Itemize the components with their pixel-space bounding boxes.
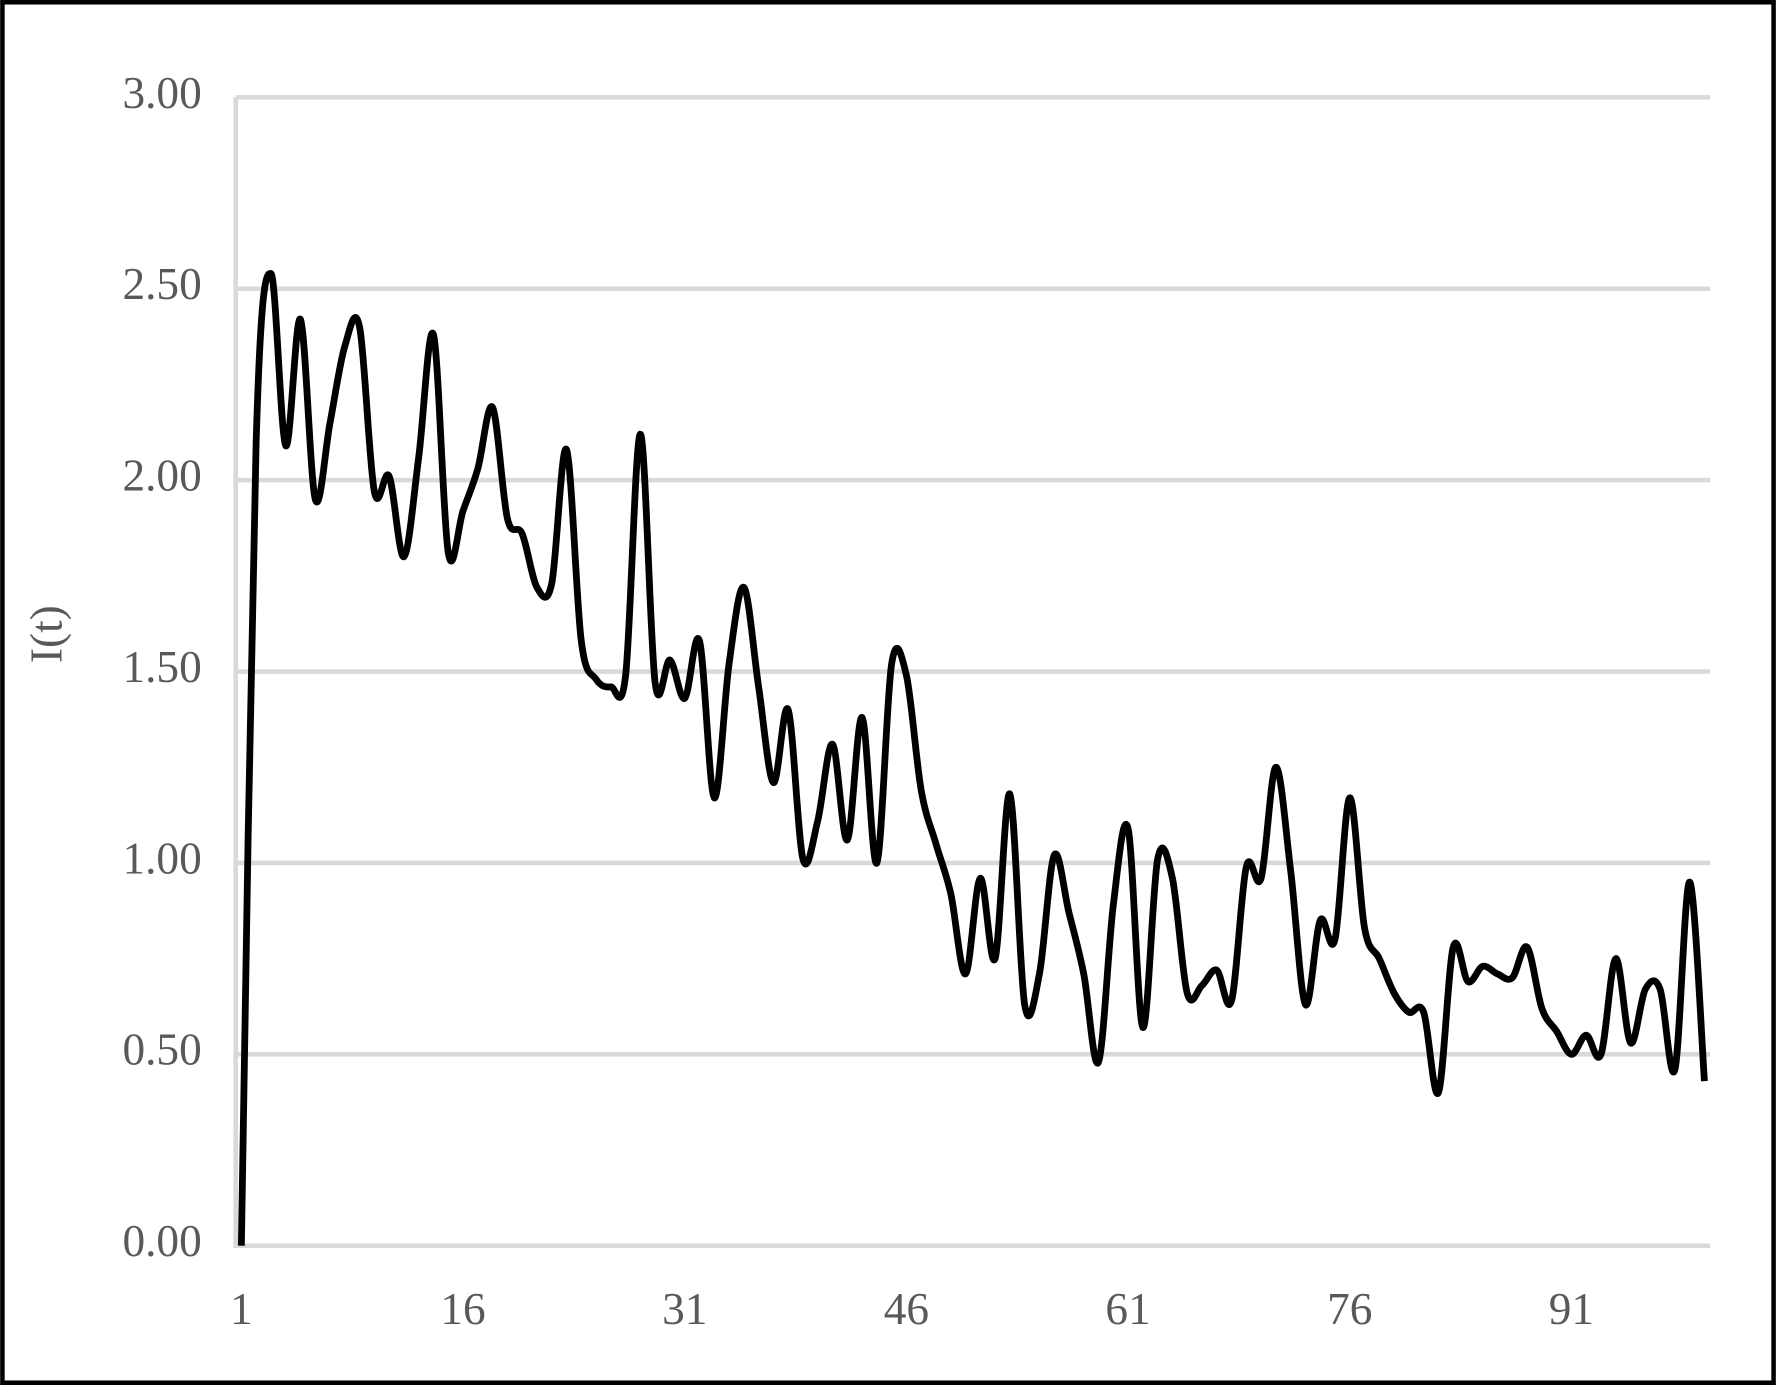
y-tick-label: 1.50 [122, 642, 201, 692]
y-tick-label: 2.50 [122, 259, 201, 309]
y-tick-label: 2.00 [122, 451, 201, 501]
x-tick-label: 46 [884, 1284, 929, 1334]
x-tick-label: 31 [662, 1284, 707, 1334]
x-tick-label: 16 [440, 1284, 485, 1334]
x-tick-label: 61 [1105, 1284, 1150, 1334]
line [237, 270, 1708, 1246]
y-tick-label: 3.00 [122, 68, 201, 118]
x-tick-label: 76 [1327, 1284, 1372, 1334]
y-axis-label: I(t) [22, 605, 72, 663]
x-tick-label: 1 [230, 1284, 253, 1334]
y-tick-label: 0.00 [122, 1216, 201, 1266]
y-tick-label: 0.50 [122, 1025, 201, 1075]
x-tick-label: 91 [1549, 1284, 1594, 1334]
y-tick-label: 1.00 [122, 833, 201, 883]
